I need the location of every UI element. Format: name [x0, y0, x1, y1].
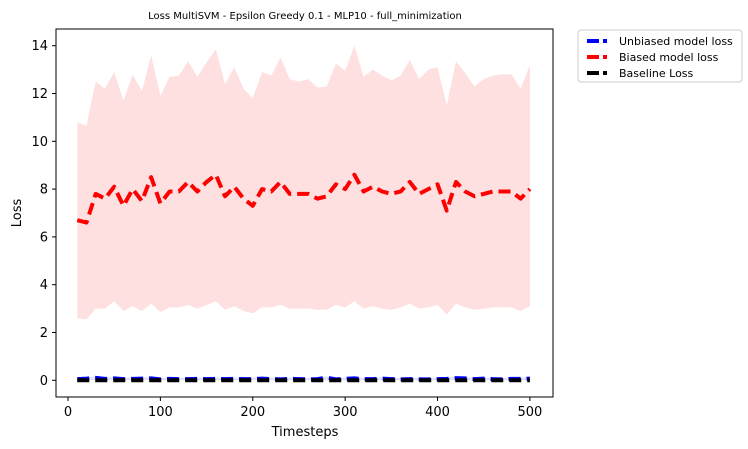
chart-title: Loss MultiSVM - Epsilon Greedy 0.1 - MLP…: [148, 11, 462, 22]
legend: Unbiased model loss Biased model loss Base…: [577, 29, 743, 83]
legend-box: [577, 29, 743, 83]
x-tick-label: 200: [240, 405, 265, 420]
y-axis: 0 2 4 6 8 10 12 14: [31, 39, 56, 389]
x-tick-label: 400: [425, 405, 450, 420]
x-axis-label: Timesteps: [271, 425, 339, 440]
y-tick-label: 4: [40, 278, 48, 293]
legend-label-unbiased-model-loss: Unbiased model loss: [619, 35, 733, 48]
legend-label-baseline-loss: Baseline Loss: [619, 67, 694, 80]
biased-model-loss-line: [76, 172, 532, 225]
y-tick-label: 10: [31, 135, 48, 150]
biased-model-loss-band: [77, 45, 530, 320]
y-axis-label: Loss: [10, 199, 25, 228]
std-bands: [77, 45, 530, 381]
x-tick-label: 0: [64, 405, 72, 420]
series-lines: [76, 172, 532, 383]
plot-frame: [55, 28, 554, 398]
x-tick-label: 300: [333, 405, 358, 420]
y-tick-label: 14: [31, 39, 48, 54]
y-tick-label: 6: [40, 230, 48, 245]
y-tick-label: 12: [31, 87, 48, 102]
y-tick-label: 0: [40, 374, 48, 389]
x-axis: 0 100 200 300 400 500: [64, 397, 542, 420]
legend-label-biased-model-loss: Biased model loss: [619, 51, 719, 64]
y-tick-label: 8: [40, 183, 48, 198]
x-tick-label: 500: [517, 405, 542, 420]
y-tick-label: 2: [40, 326, 48, 341]
x-tick-label: 100: [148, 405, 173, 420]
